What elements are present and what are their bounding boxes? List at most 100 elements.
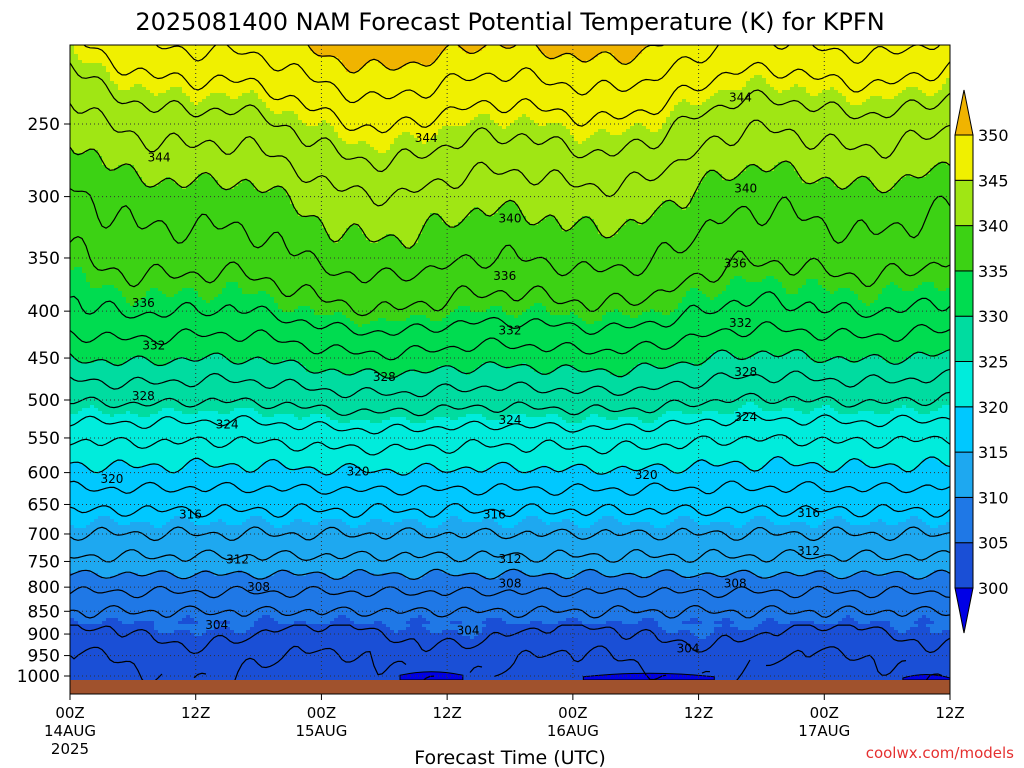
field-cell <box>130 333 135 337</box>
field-cell <box>114 297 119 301</box>
field-cell <box>138 615 143 619</box>
field-cell <box>118 375 123 379</box>
field-cell <box>78 282 83 286</box>
field-cell <box>134 483 139 487</box>
field-cell <box>78 642 83 646</box>
field-cell <box>114 279 119 283</box>
field-cell <box>78 600 83 604</box>
field-cell <box>106 519 111 523</box>
field-cell <box>94 171 99 175</box>
field-cell <box>130 381 135 385</box>
field-cell <box>114 144 119 148</box>
field-cell <box>102 567 107 571</box>
field-cell <box>86 231 91 235</box>
field-cell <box>86 87 91 91</box>
field-cell <box>94 582 99 586</box>
field-cell <box>126 303 131 307</box>
field-cell <box>134 237 139 241</box>
field-cell <box>134 366 139 370</box>
field-cell <box>114 450 119 454</box>
field-cell <box>78 492 83 496</box>
field-cell <box>106 78 111 82</box>
field-cell <box>142 291 147 295</box>
field-cell <box>118 567 123 571</box>
field-cell <box>86 159 91 163</box>
field-cell <box>118 615 123 619</box>
field-cell <box>94 135 99 139</box>
field-cell <box>94 111 99 115</box>
field-cell <box>94 486 99 490</box>
field-cell <box>114 456 119 460</box>
field-cell <box>138 57 143 61</box>
field-cell <box>114 672 119 676</box>
field-cell <box>118 249 123 253</box>
field-cell <box>142 285 147 289</box>
field-cell <box>106 126 111 130</box>
field-cell <box>74 513 79 517</box>
field-cell <box>106 450 111 454</box>
field-cell <box>142 564 147 568</box>
field-cell <box>118 264 123 268</box>
field-cell <box>98 213 103 217</box>
field-cell <box>130 327 135 331</box>
field-cell <box>126 393 131 397</box>
field-cell <box>110 429 115 433</box>
field-cell <box>102 354 107 358</box>
field-cell <box>110 252 115 256</box>
field-cell <box>70 639 75 643</box>
field-cell <box>106 639 111 643</box>
field-cell <box>110 642 115 646</box>
field-cell <box>110 150 115 154</box>
field-cell <box>118 150 123 154</box>
field-cell <box>118 108 123 112</box>
field-cell <box>90 642 95 646</box>
field-cell <box>102 144 107 148</box>
field-cell <box>138 624 143 628</box>
field-cell <box>114 258 119 262</box>
field-cell <box>86 363 91 367</box>
field-cell <box>90 345 95 349</box>
field-cell <box>90 138 95 142</box>
field-cell <box>110 315 115 319</box>
field-cell <box>90 78 95 82</box>
field-cell <box>126 126 131 130</box>
field-cell <box>98 423 103 427</box>
field-cell <box>102 621 107 625</box>
field-cell <box>110 192 115 196</box>
field-cell <box>134 189 139 193</box>
field-cell <box>122 663 127 667</box>
field-cell <box>98 549 103 553</box>
field-cell <box>110 351 115 355</box>
field-cell <box>98 498 103 502</box>
field-cell <box>130 603 135 607</box>
field-cell <box>82 231 87 235</box>
field-cell <box>78 549 83 553</box>
field-cell <box>110 669 115 673</box>
field-cell <box>102 93 107 97</box>
field-cell <box>102 351 107 355</box>
field-cell <box>70 669 75 673</box>
field-cell <box>102 666 107 670</box>
field-cell <box>70 219 75 223</box>
field-cell <box>106 99 111 103</box>
field-cell <box>110 528 115 532</box>
field-cell <box>78 351 83 355</box>
field-cell <box>82 372 87 376</box>
field-cell <box>82 114 87 118</box>
field-cell <box>106 516 111 520</box>
field-cell <box>70 489 75 493</box>
field-cell <box>138 81 143 85</box>
field-cell <box>126 480 131 484</box>
field-cell <box>74 96 79 100</box>
field-cell <box>110 294 115 298</box>
field-cell <box>106 432 111 436</box>
field-cell <box>74 51 79 55</box>
field-cell <box>70 285 75 289</box>
field-cell <box>70 630 75 634</box>
field-cell <box>110 87 115 91</box>
field-cell <box>118 66 123 70</box>
field-cell <box>82 120 87 124</box>
field-cell <box>98 600 103 604</box>
field-cell <box>86 513 91 517</box>
field-cell <box>130 627 135 631</box>
